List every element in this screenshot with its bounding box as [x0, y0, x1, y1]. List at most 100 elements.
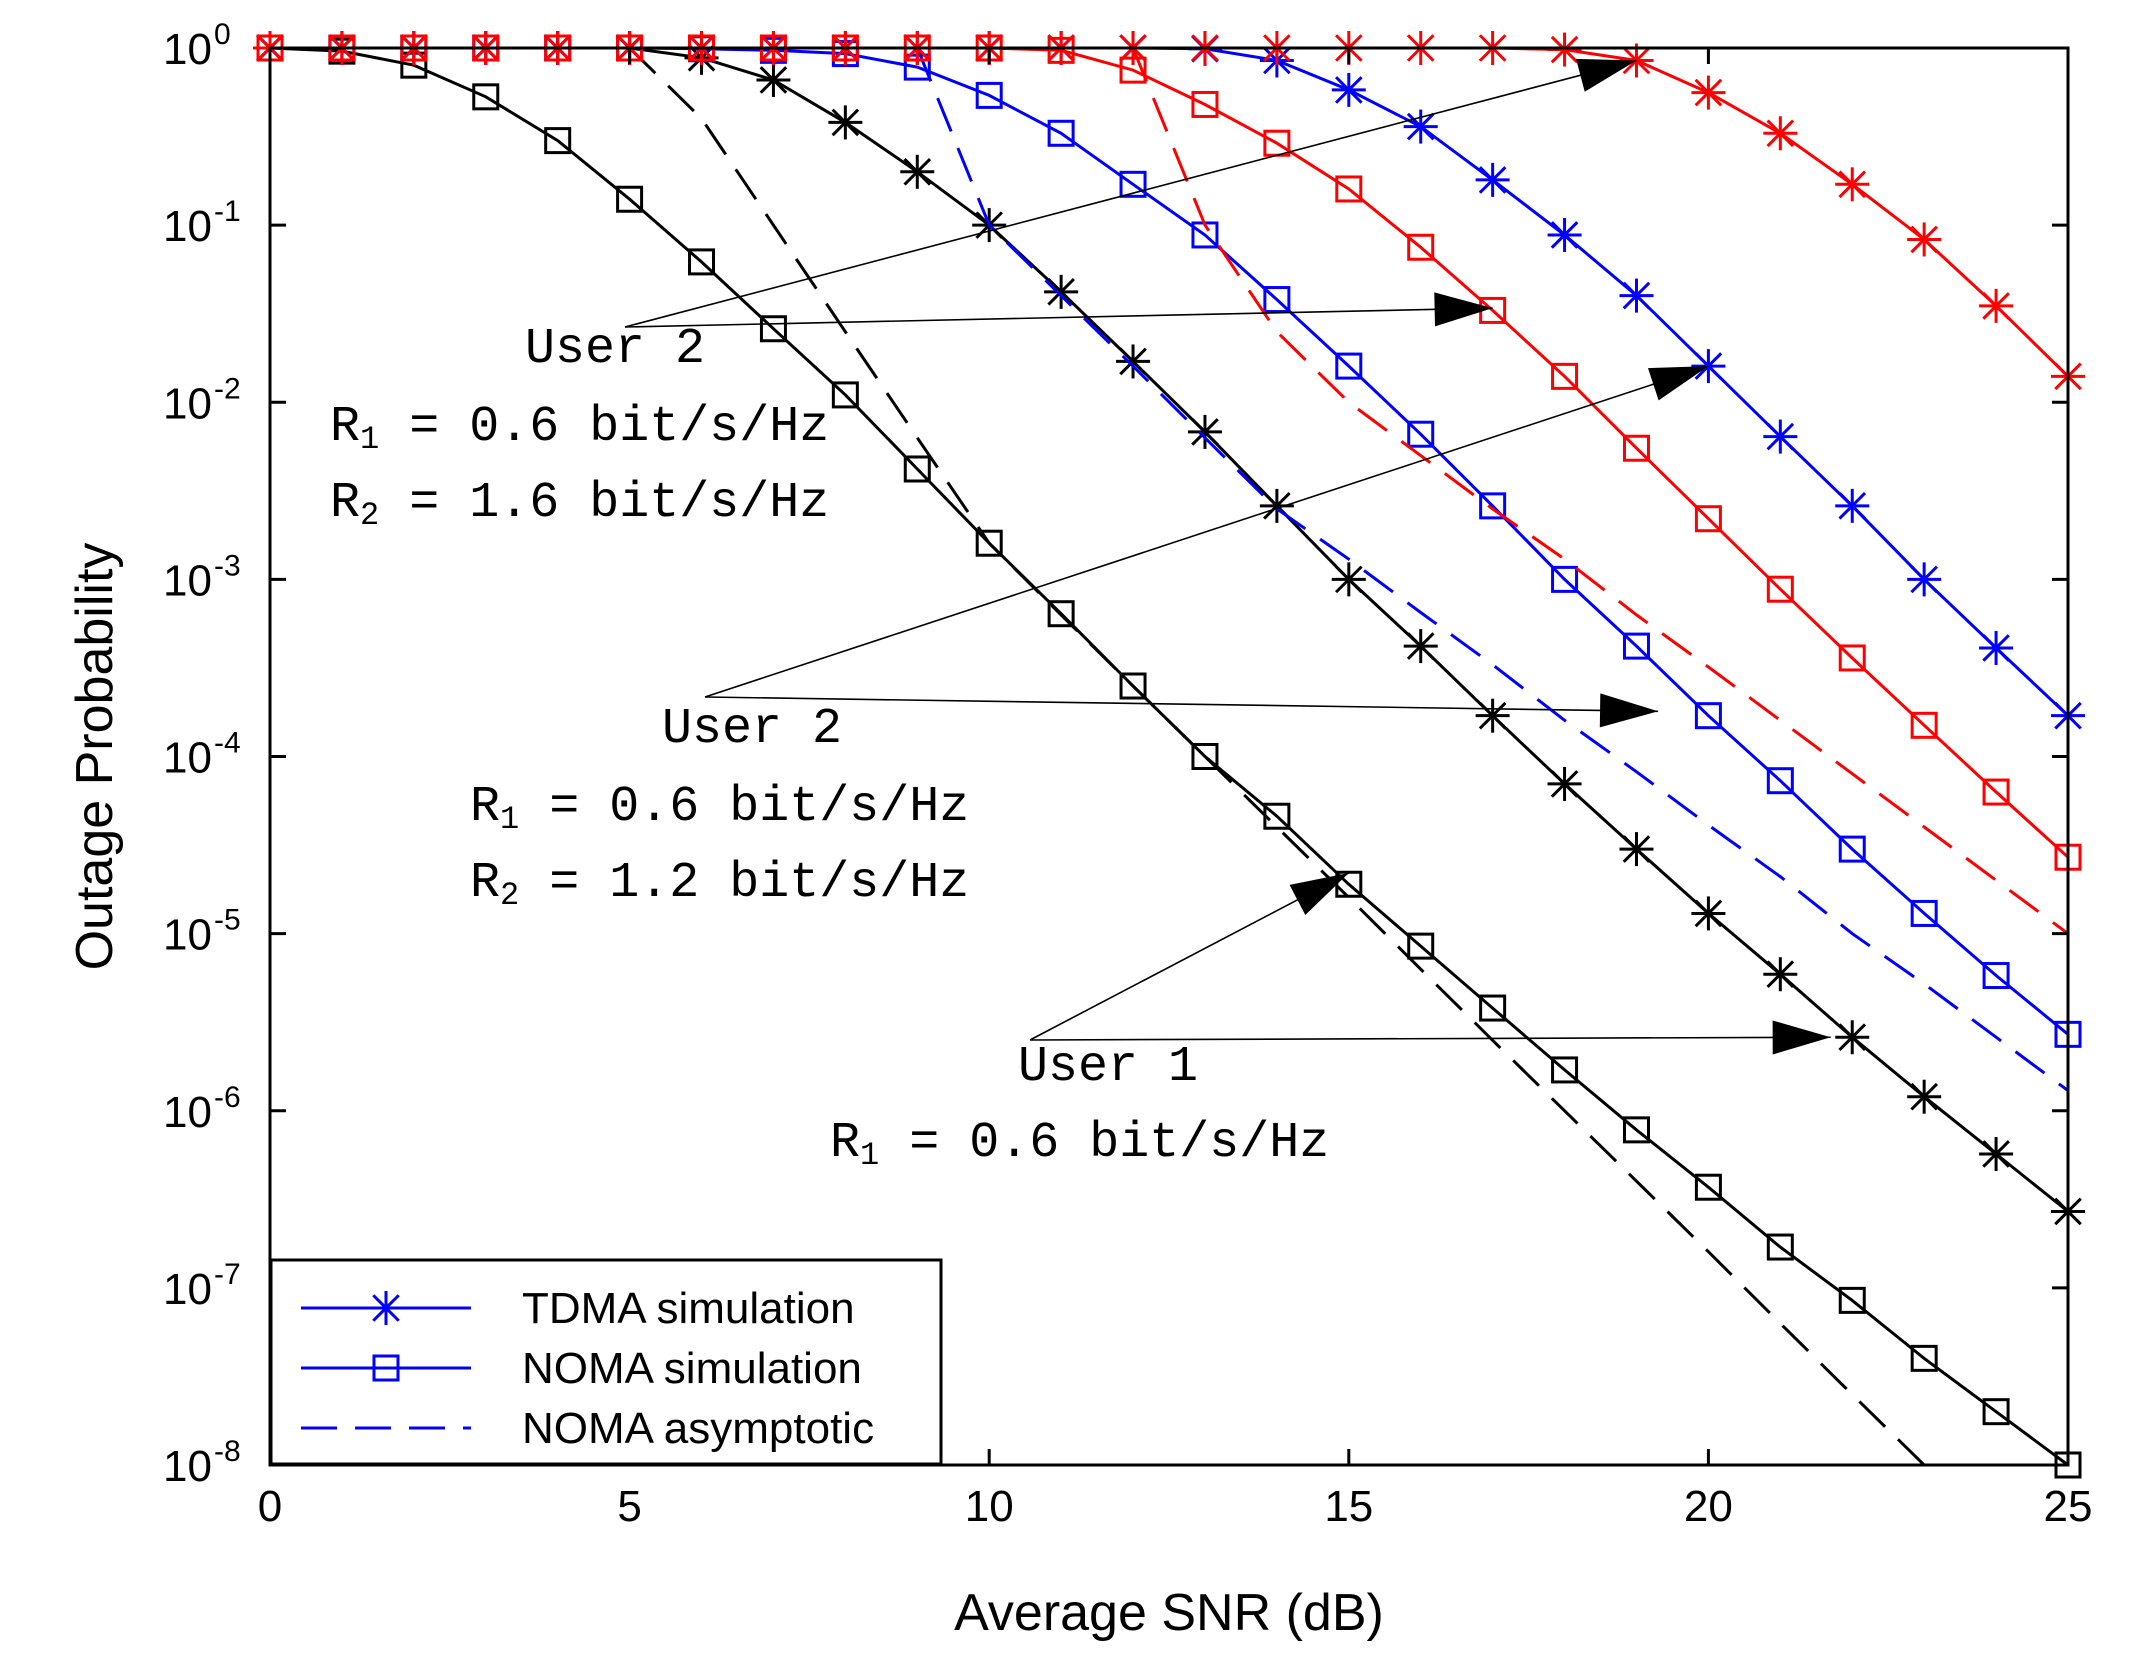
data-point — [1119, 672, 1147, 700]
annotation-2: User 2 R1 = 0.6 bit/s/Hz R2 = 1.2 bit/s/Hz — [470, 365, 1709, 914]
data-point — [1547, 766, 1582, 801]
data-point — [1838, 1286, 1866, 1314]
data-point — [472, 83, 500, 111]
data-point — [1982, 962, 2010, 990]
star-stroke — [1838, 170, 1867, 199]
data-point — [616, 185, 644, 213]
star-stroke — [1766, 422, 1795, 451]
data-point — [831, 381, 859, 409]
annotation-rate-line: R2 = 1.6 bit/s/Hz — [330, 475, 829, 534]
data-point — [1907, 1079, 1942, 1114]
data-point — [1407, 233, 1435, 261]
data-point — [1763, 419, 1798, 454]
y-tick-label: 10 -5 — [163, 904, 241, 960]
series-markers — [253, 31, 2085, 733]
data-point — [1835, 488, 1870, 523]
data-point — [1047, 36, 1075, 64]
square-marker — [1119, 672, 1147, 700]
data-point — [1119, 170, 1147, 198]
data-point — [1910, 899, 1938, 927]
data-point — [1907, 562, 1942, 597]
star-stroke — [1047, 278, 1075, 306]
data-point — [1766, 767, 1794, 795]
square-marker — [1622, 632, 1650, 660]
annotation-arrow-line — [624, 59, 1637, 328]
data-point — [759, 315, 787, 343]
data-point — [1335, 175, 1363, 203]
data-point — [756, 62, 791, 97]
y-tick-base: 10 — [163, 25, 212, 74]
y-tick-exponent: 0 — [214, 18, 231, 51]
data-point — [1187, 414, 1222, 449]
star-stroke — [1550, 35, 1579, 64]
data-point — [1116, 344, 1151, 379]
star-stroke — [1910, 1082, 1938, 1111]
y-tick-base: 10 — [163, 734, 212, 783]
data-point — [1979, 288, 2014, 323]
y-tick-exponent: -5 — [214, 904, 241, 937]
square-marker — [1694, 505, 1722, 533]
star-stroke — [1838, 492, 1867, 520]
data-point — [1979, 1136, 2014, 1171]
x-tick-label: 15 — [1324, 1482, 1373, 1531]
data-point — [1622, 1116, 1650, 1144]
series-asym-red — [1131, 47, 2069, 935]
data-point — [1622, 632, 1650, 660]
y-tick-label: 10 -1 — [163, 195, 241, 251]
annotation-title: User 1 — [1018, 1039, 1198, 1096]
annotation-arrow-line — [704, 365, 1709, 698]
data-point — [1979, 630, 2014, 665]
data-point — [1119, 56, 1147, 84]
annotation-rate-line: R1 = 0.6 bit/s/Hz — [830, 1115, 1329, 1174]
plot-frame — [268, 46, 2070, 1467]
square-marker — [1838, 644, 1866, 672]
annotation-arrow-line — [1029, 1036, 1831, 1041]
x-tick-label: 25 — [2044, 1482, 2093, 1531]
series-line — [915, 47, 2069, 1092]
data-point — [1551, 1056, 1579, 1084]
series-asym-black — [628, 46, 1926, 1467]
y-tick-exponent: -7 — [214, 1258, 241, 1291]
y-tick-base: 10 — [163, 911, 212, 960]
star-stroke — [1334, 565, 1363, 594]
legend: TDMA simulation NOMA simulation NOMA asymp… — [269, 1258, 943, 1466]
data-point — [1907, 222, 1942, 257]
square-marker — [1047, 119, 1075, 147]
data-point — [1047, 119, 1075, 147]
square-marker — [616, 185, 644, 213]
data-point — [1838, 835, 1866, 863]
data-point — [544, 127, 572, 155]
square-marker — [1407, 932, 1435, 960]
y-tick-base: 10 — [163, 379, 212, 428]
annotation-arrow-line — [1029, 872, 1350, 1041]
square-marker — [1263, 286, 1291, 314]
square-marker — [903, 455, 931, 483]
square-marker — [1622, 434, 1650, 462]
x-tick-label: 10 — [965, 1482, 1014, 1531]
star-stroke — [1694, 899, 1723, 928]
legend-entry: NOMA simulation — [301, 1344, 862, 1393]
annotation-arrow-head — [1289, 872, 1349, 915]
star-stroke — [1838, 1023, 1867, 1052]
star-stroke — [1550, 770, 1579, 798]
star-stroke — [1406, 112, 1435, 141]
square-marker — [1407, 420, 1435, 448]
star-stroke — [1622, 835, 1651, 863]
data-point — [1335, 352, 1363, 380]
data-point — [1766, 1233, 1794, 1261]
star-stroke — [1550, 221, 1579, 249]
y-tick-label: 10 -4 — [163, 727, 241, 783]
data-point — [1407, 932, 1435, 960]
annotation-title: User 2 — [525, 321, 705, 378]
square-marker — [1119, 56, 1147, 84]
y-tick-label: 10 -6 — [163, 1081, 241, 1137]
annotation-rate-line: R1 = 0.6 bit/s/Hz — [330, 399, 829, 458]
square-marker — [1551, 1056, 1579, 1084]
data-point — [1547, 217, 1582, 252]
star-stroke — [831, 108, 860, 137]
square-marker — [975, 529, 1003, 557]
annotation-rate-line: R2 = 1.2 bit/s/Hz — [470, 855, 969, 914]
series-line — [269, 46, 2069, 1467]
star-stroke — [1766, 119, 1795, 148]
data-point — [1403, 629, 1438, 664]
